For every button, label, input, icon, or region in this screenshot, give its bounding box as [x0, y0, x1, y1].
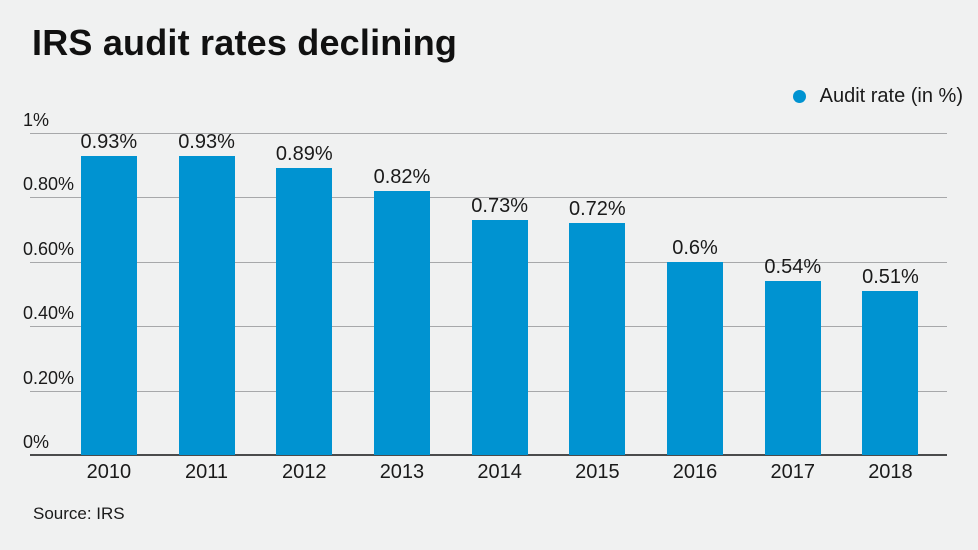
bar-2010	[80, 155, 137, 455]
bar-value-label: 0.89%	[275, 143, 333, 166]
bar-value-label: 0.51%	[862, 265, 919, 288]
x-axis-tick-label: 2018	[868, 461, 913, 483]
chart-title: IRS audit rates declining	[32, 22, 458, 63]
x-axis-tick-label: 2014	[477, 461, 522, 483]
y-axis-tick-label: 0.40%	[23, 303, 75, 324]
bar-value-label: 0.6%	[672, 236, 718, 259]
bar-2015	[569, 223, 626, 455]
bar-2013	[373, 190, 430, 455]
x-axis-tick-label: 2011	[185, 461, 229, 483]
bar-2014	[471, 219, 528, 455]
x-axis-tick-label: 2013	[379, 461, 425, 483]
x-axis-tick-label: 2017	[770, 461, 816, 483]
bar-value-label: 0.93%	[178, 130, 235, 153]
y-axis-tick-label: 0.80%	[23, 174, 75, 195]
bar-value-label: 0.54%	[764, 256, 822, 279]
x-axis-tick-label: 2012	[282, 461, 327, 483]
bar-2016	[667, 261, 724, 455]
bar-value-label: 0.82%	[373, 165, 431, 188]
bar-2011	[178, 155, 235, 455]
legend-dot-icon	[792, 90, 806, 103]
gridline	[30, 133, 947, 134]
y-axis-tick-label: 0%	[23, 432, 50, 452]
bar-2012	[276, 168, 333, 455]
y-axis-tick-label: 0.60%	[23, 238, 75, 259]
legend-label: Audit rate (in %)	[819, 85, 963, 107]
source-note: Source: IRS	[33, 504, 125, 523]
bar-2018	[862, 290, 919, 455]
y-axis-tick-label: 0.20%	[23, 367, 75, 388]
x-axis-tick-label: 2015	[575, 461, 620, 483]
x-axis-line	[30, 454, 947, 456]
bar-value-label: 0.93%	[80, 130, 138, 153]
gridline	[30, 197, 947, 199]
bar-value-label: 0.72%	[568, 198, 626, 221]
bar-2017	[764, 281, 821, 455]
legend: Audit rate (in %)	[792, 85, 963, 108]
y-axis-tick-label: 1%	[23, 110, 50, 130]
x-axis-tick-label: 2016	[672, 461, 718, 483]
x-axis-tick-label: 2010	[86, 461, 132, 483]
bar-value-label: 0.73%	[471, 194, 528, 217]
